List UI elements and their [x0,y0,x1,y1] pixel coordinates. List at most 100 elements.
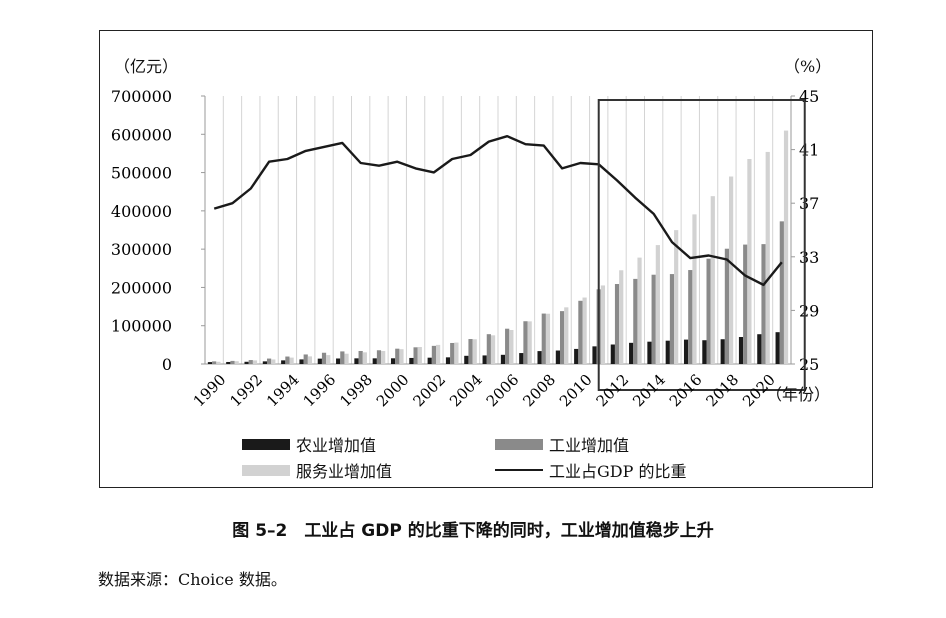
legend-swatch-industry-share [495,469,543,471]
x-tick-label: 2000 [373,371,413,411]
bar-services [674,230,679,364]
bar-services [729,176,734,364]
bar-industry [669,274,675,364]
bar-industry [285,356,290,364]
left-tick-label: 600000 [111,125,172,144]
bar-agriculture [244,361,249,364]
x-tick-label: 2006 [483,371,523,411]
bar-agriculture [354,358,359,364]
bar-industry [486,334,491,364]
right-axis-unit: （%） [784,57,832,76]
bar-services [271,359,276,364]
bar-industry [395,348,400,364]
bar-industry [358,350,363,364]
bar-agriculture [299,359,304,364]
legend-swatch-agriculture [242,438,290,450]
bar-industry [633,278,638,364]
bar-services [527,321,532,364]
x-tick-label: 1994 [263,371,303,411]
bar-services [747,159,752,364]
bar-industry [688,270,693,364]
legend-swatch-industry [495,438,543,450]
bar-agriculture [683,339,689,364]
bar-services [509,330,514,364]
bar-services [399,349,404,364]
legend-label-industry-share: 工业占GDP 的比重 [549,462,687,481]
highlight-box [597,99,806,391]
bar-agriculture [281,360,286,364]
bar-services [710,196,715,364]
bar-services [490,335,496,364]
bar-industry [321,352,327,364]
bar-industry [266,358,272,364]
x-tick-label: 2002 [409,371,449,411]
bar-services [783,130,789,364]
right-tick-label: 45 [799,87,819,106]
right-tick-label: 37 [799,194,819,213]
bar-industry [706,258,711,364]
bar-industry [578,300,583,364]
bar-agriculture [757,334,762,364]
left-tick-label: 700000 [111,87,172,106]
bar-agriculture [317,358,322,364]
bar-services [252,360,258,364]
x-tick-label: 1992 [226,371,266,411]
bar-industry [651,274,656,364]
bar-services [619,270,624,364]
chart-frame: 700000 600000 500000 400000 300000 200000 1000… [99,30,873,488]
bar-agriculture [262,361,267,364]
bar-industry [559,311,565,364]
source-note: 数据来源：Choice 数据。 [98,570,287,589]
bar-agriculture [500,354,506,364]
legend-item-agriculture: 农业增加值 [242,432,376,456]
bar-industry [450,342,455,364]
bar-services [655,245,660,364]
bar-agriculture [207,362,213,364]
bar-industry [413,347,418,364]
legend-label-industry: 工业增加值 [549,436,630,455]
bar-industry [376,350,382,364]
bar-services [545,313,551,364]
bar-services [344,353,349,364]
bar-services [436,344,441,364]
bar-industry [431,345,437,364]
bar-services [362,352,367,364]
legend-item-services: 服务业增加值 [242,458,392,482]
bar-industry [761,244,766,364]
bar-agriculture [665,340,670,364]
x-tick-label: 2008 [519,371,559,411]
x-tick-label: 1996 [300,371,340,411]
bar-services [381,351,386,364]
bar-services [472,339,477,364]
bar-services [289,357,294,364]
bar-agriculture [720,339,725,364]
x-tick-label: 1990 [190,371,230,411]
bar-industry [230,360,235,364]
bar-industry [541,313,546,364]
legend-label-agriculture: 农业增加值 [296,436,377,455]
bar-services [637,257,642,364]
line-industry-share [213,134,783,287]
left-axis-unit: （亿元） [114,57,179,76]
bar-agriculture [482,355,487,364]
bar-industry [340,351,345,364]
bar-industry [523,321,528,364]
bar-industry [724,248,730,364]
bar-industry [505,328,510,364]
bar-agriculture [592,346,597,364]
chart-plot: 700000 600000 500000 400000 300000 200000 1000… [111,87,819,411]
bar-services [307,356,313,364]
bar-agriculture [775,332,780,364]
x-axis-unit: （年份） [766,385,831,404]
left-tick-label: 500000 [111,164,172,183]
bar-industry [248,360,253,364]
bar-services [564,307,569,364]
bar-agriculture [409,357,414,364]
left-tick-label: 0 [162,355,172,374]
bar-services [582,297,587,364]
bar-services [326,355,331,364]
bar-services [234,361,239,364]
bar-agriculture [226,361,231,364]
bar-services [216,361,221,364]
left-tick-label: 300000 [111,240,172,259]
